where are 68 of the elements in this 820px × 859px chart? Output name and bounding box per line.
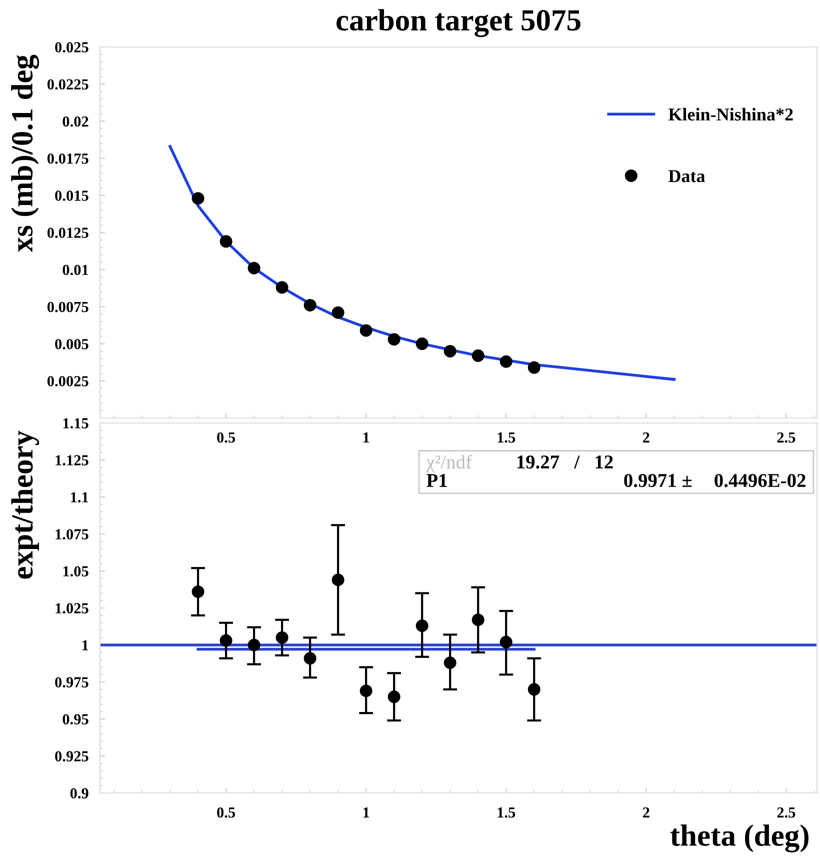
- point: [472, 349, 484, 362]
- point: [276, 281, 288, 294]
- y-tick-label: 0.9: [70, 788, 88, 799]
- y-tick-label: 0.025: [55, 42, 88, 53]
- y-tick-label: 1.025: [56, 603, 88, 614]
- point: [220, 634, 232, 647]
- point: [248, 638, 260, 652]
- y-tick-label: 0.975: [55, 677, 88, 688]
- point: [500, 355, 512, 368]
- point: [248, 262, 260, 274]
- y-tick-label: 0.0225: [47, 79, 88, 90]
- y-tick-label: 0.0025: [47, 376, 88, 386]
- annotation: 0.4496E-02: [714, 474, 806, 488]
- x-tick-label: 0.5: [217, 807, 236, 818]
- point: [444, 344, 456, 358]
- x-tick-label: 2: [642, 807, 650, 818]
- y-tick-label: 0.0125: [47, 228, 88, 238]
- point: [388, 333, 400, 346]
- x-tick-label: 2: [642, 432, 650, 442]
- point: [472, 614, 484, 626]
- point: [192, 585, 204, 598]
- point: [528, 361, 540, 374]
- point: [416, 620, 428, 632]
- y-tick-label: 0.95: [62, 714, 88, 725]
- point: [192, 192, 204, 205]
- y-tick-label: 0.02: [62, 116, 88, 127]
- point: [360, 684, 372, 698]
- annotation: χ²/ndf: [426, 454, 472, 473]
- legend-label: Klein-Nishina*2: [668, 108, 793, 121]
- x-tick-label: 0.5: [217, 432, 236, 443]
- y-tick-label: 0.015: [55, 190, 88, 201]
- y-tick-label: 1.05: [63, 566, 88, 577]
- point: [304, 652, 316, 665]
- point: [500, 636, 512, 648]
- y-tick-label: 1.075: [56, 529, 88, 540]
- annotation: P1: [426, 474, 447, 487]
- x-tick-label: 1.5: [498, 807, 516, 818]
- point: [332, 306, 344, 319]
- point: [360, 324, 372, 337]
- x-tick-label: 2.5: [777, 432, 796, 443]
- x-tick-label: 1.5: [498, 432, 516, 443]
- y-tick-label: 0.005: [55, 338, 88, 350]
- point: [332, 574, 344, 586]
- point: [304, 298, 316, 312]
- point: [276, 631, 288, 644]
- chart-title: carbon target 5075: [336, 9, 580, 38]
- y-tick-label: 1.15: [63, 418, 88, 429]
- point: [416, 338, 428, 350]
- y-tick-label: 1.1: [71, 492, 88, 503]
- y-axis-title: expt/theory: [11, 430, 40, 579]
- y-tick-label: 0.0175: [47, 153, 88, 164]
- annotation: 19.27 / 12: [517, 456, 613, 469]
- legend-label: Data: [668, 170, 706, 182]
- point: [220, 235, 232, 248]
- point: [528, 683, 540, 696]
- x-tick-label: 2.5: [777, 807, 796, 818]
- annotation: 0.9971 ±: [624, 474, 692, 488]
- y-tick-label: 1: [82, 640, 88, 650]
- point: [444, 656, 456, 670]
- point: [388, 690, 400, 704]
- x-tick-label: 1: [363, 807, 370, 818]
- y-tick-label: 0.01: [62, 264, 88, 276]
- y-axis-title: xs (mb)/0.1 deg: [11, 54, 40, 252]
- x-axis-title: theta (deg): [670, 824, 808, 852]
- y-tick-label: 0.0075: [47, 302, 88, 312]
- y-tick-label: 0.925: [55, 751, 88, 762]
- y-tick-label: 1.125: [56, 455, 88, 466]
- x-tick-label: 1: [363, 432, 370, 442]
